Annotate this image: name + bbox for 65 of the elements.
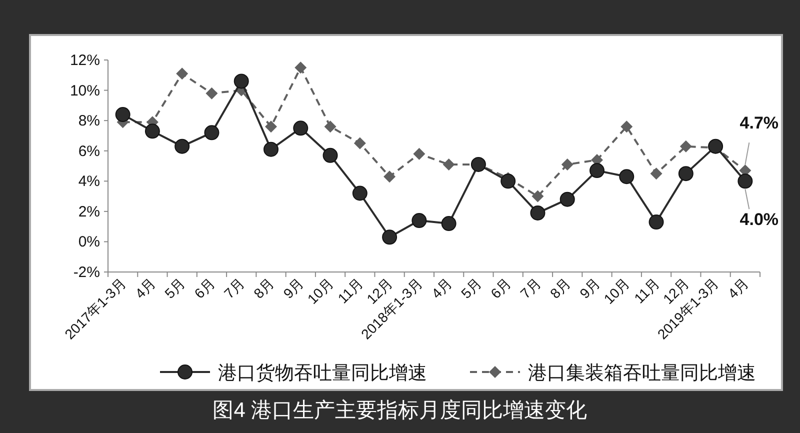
point (206, 87, 218, 100)
text: 图4 港口生产主要指标月度同比增速变化 (212, 399, 588, 422)
x-tick-label: 9月 (280, 274, 307, 302)
point (234, 74, 249, 89)
point (115, 107, 130, 122)
x-tick-label: 4月 (724, 274, 752, 302)
y-tick-label: 10% (70, 82, 100, 100)
point (264, 142, 278, 157)
point (738, 174, 753, 189)
point (500, 174, 516, 189)
data-label: 4.0% (740, 210, 779, 230)
point (560, 192, 575, 207)
x-tick-label: 4月 (428, 274, 455, 302)
point (680, 140, 692, 152)
legend-label: 港口货物吞吐量同比增速 (218, 363, 427, 384)
point (144, 124, 160, 139)
x-tick-label: 5月 (458, 274, 485, 302)
point (322, 148, 338, 163)
point (650, 168, 662, 180)
x-tick-label: 8月 (250, 274, 278, 302)
point (204, 125, 220, 140)
point (176, 68, 188, 80)
y-tick-label: 0% (78, 234, 100, 251)
point (532, 190, 544, 202)
point (442, 158, 455, 170)
point (620, 120, 633, 133)
point (619, 169, 634, 184)
y-tick-label: 8% (78, 112, 100, 130)
point (590, 163, 604, 178)
x-tick-label: 10月 (600, 274, 633, 308)
point (324, 120, 336, 133)
x-tick-label: 8月 (546, 274, 574, 302)
y-tick-label: 6% (78, 142, 100, 160)
point (708, 138, 724, 154)
point (293, 120, 308, 136)
x-tick-label: 9月 (576, 274, 604, 302)
y-tick-label: 12% (70, 52, 100, 69)
point (678, 166, 694, 182)
y-tick-label: 4% (78, 173, 100, 190)
x-tick-label: 6月 (487, 274, 514, 302)
point (412, 213, 427, 228)
x-tick-label: 7月 (220, 274, 248, 302)
point (441, 216, 456, 232)
point (648, 214, 664, 230)
point (530, 205, 546, 220)
point (561, 158, 574, 170)
x-tick-label: 6月 (191, 274, 218, 302)
x-tick-label: 10月 (304, 274, 336, 308)
point (294, 62, 307, 74)
point (265, 120, 277, 133)
point (174, 138, 190, 154)
y-tick-label: -2% (73, 264, 100, 281)
legend-label: 港口集装箱吞吐量同比增速 (528, 363, 756, 384)
x-tick-label: 5月 (161, 274, 188, 302)
point (384, 170, 396, 183)
y-tick-label: 2% (78, 203, 100, 220)
x-tick-label: 7月 (517, 274, 544, 302)
data-label: 4.7% (740, 114, 779, 133)
x-tick-label: 4月 (132, 274, 159, 302)
x-tick-label: 11月 (630, 274, 662, 306)
point (354, 137, 366, 150)
point (352, 186, 368, 201)
point (382, 230, 398, 245)
x-tick-label: 11月 (334, 274, 366, 306)
point (413, 148, 426, 160)
